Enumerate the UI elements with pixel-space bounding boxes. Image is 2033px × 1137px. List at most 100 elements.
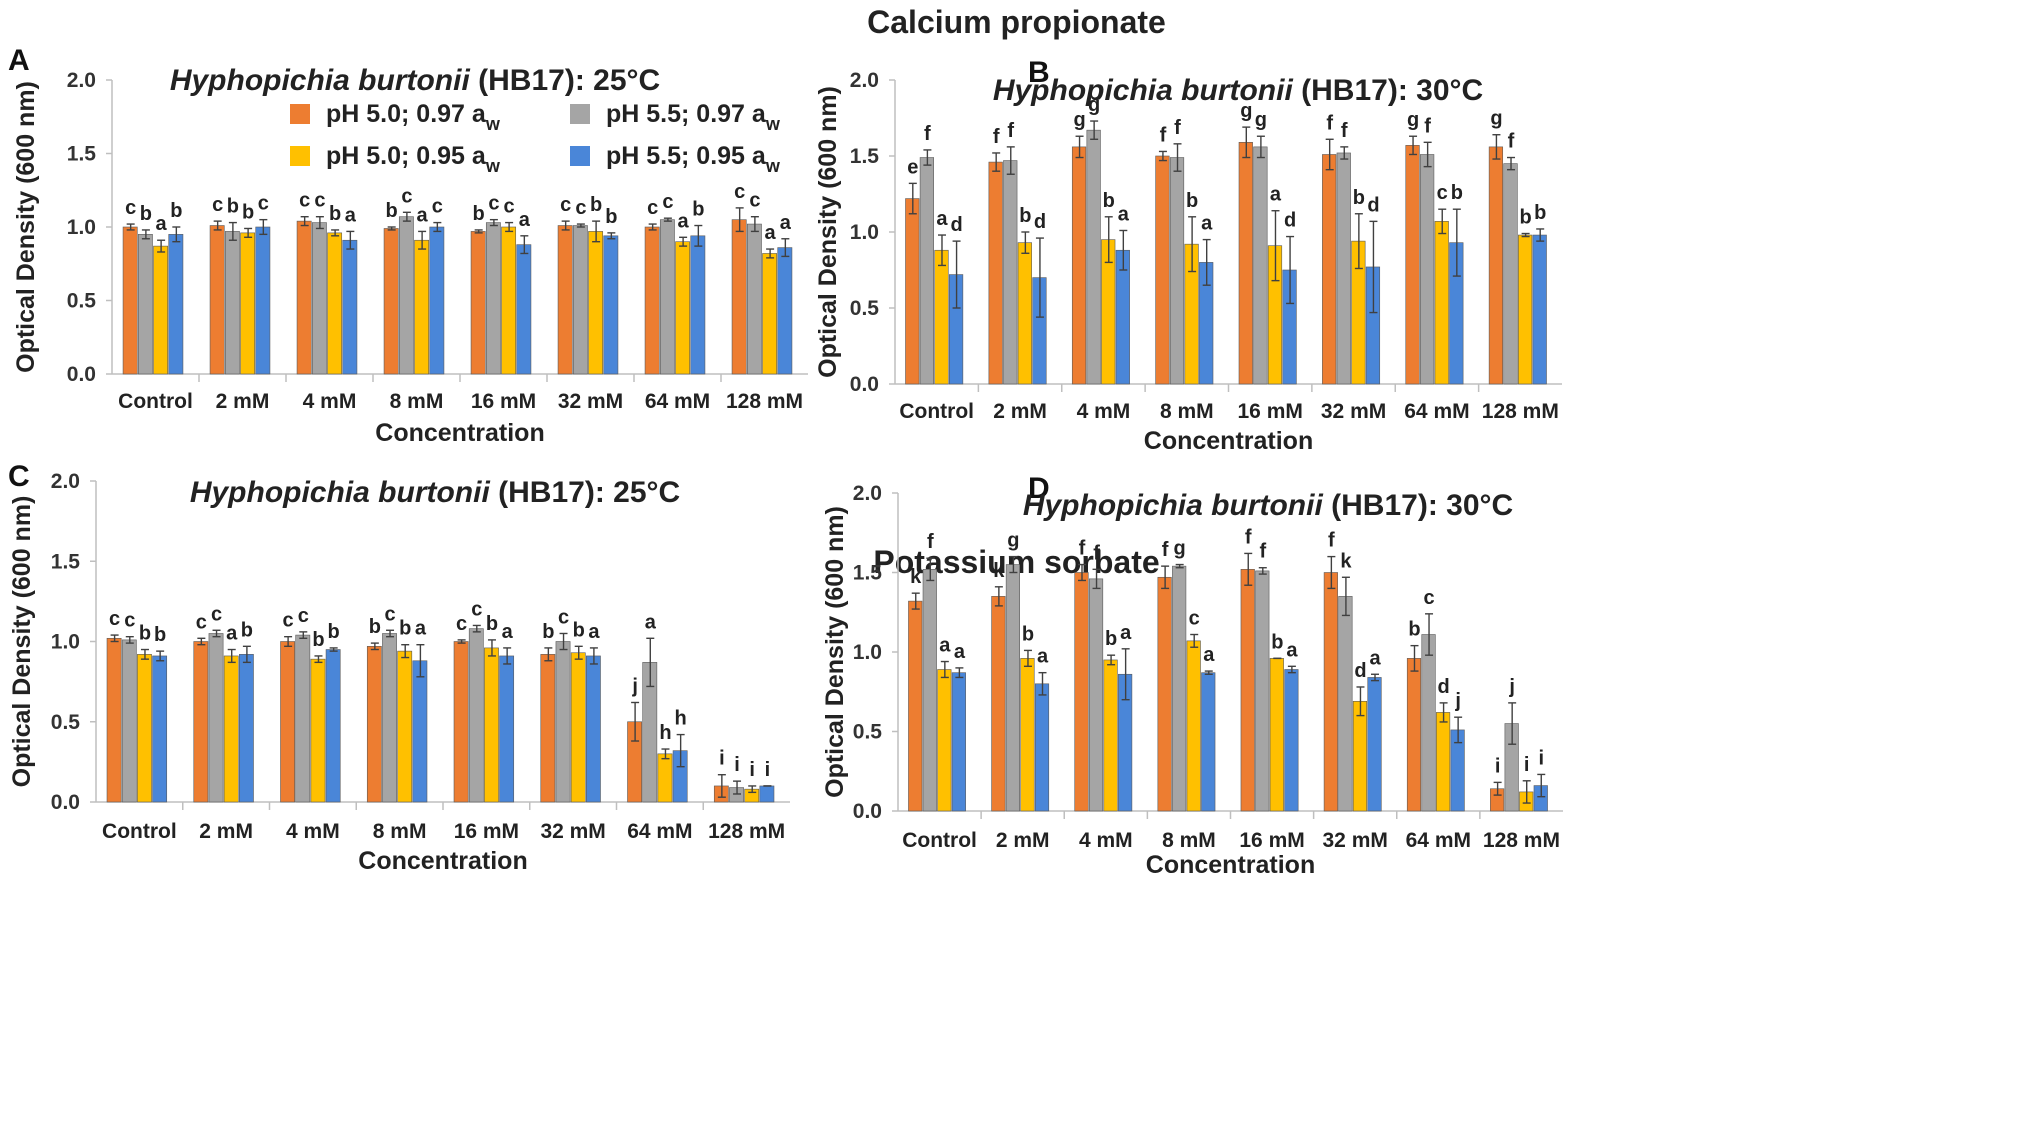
chart-d-bar xyxy=(1005,564,1020,812)
chart-a-significance-letter: c xyxy=(488,193,499,215)
chart-d-bar xyxy=(1157,576,1172,812)
chart-c-significance-letter: b xyxy=(573,619,585,641)
chart-a-category-label: 2 mM xyxy=(216,390,270,413)
chart-d-category-label: 2 mM xyxy=(996,829,1050,852)
chart-b-y-tick-label: 0.0 xyxy=(850,373,879,396)
chart-c-significance-letter: c xyxy=(558,606,569,628)
chart-c-category-label: 128 mM xyxy=(708,820,785,843)
chart-c-y-tick-label: 0.0 xyxy=(51,791,80,814)
chart-a-significance-letter: c xyxy=(401,185,412,207)
chart-c-y-tick-label: 2.0 xyxy=(51,470,80,493)
chart-a-category-label: 16 mM xyxy=(471,390,536,413)
chart-c-x-axis-label: Concentration xyxy=(358,847,527,875)
chart-d-significance-letter: f xyxy=(1079,538,1086,560)
chart-c-significance-letter: c xyxy=(124,610,135,632)
chart-d-significance-letter: i xyxy=(1538,747,1544,769)
chart-c-significance-letter: c xyxy=(283,610,294,632)
chart-a-category-label: 8 mM xyxy=(390,390,444,413)
chart-a-significance-letter: c xyxy=(560,194,571,216)
chart-c-significance-letter: c xyxy=(196,611,207,633)
chart-c-significance-letter: a xyxy=(415,618,427,640)
chart-c-title-condition: (HB17): 25°C xyxy=(490,476,680,509)
chart-d-y-tick-label: 2.0 xyxy=(853,482,882,505)
chart-d-bar xyxy=(1034,683,1050,812)
chart-d-significance-letter: a xyxy=(1286,639,1298,661)
chart-a-significance-letter: a xyxy=(678,210,690,232)
chart-d-significance-letter: k xyxy=(993,560,1005,582)
chart-b-title-condition: (HB17): 30°C xyxy=(1293,74,1483,107)
chart-d-category-label: 64 mM xyxy=(1406,829,1471,852)
chart-a-significance-letter: c xyxy=(575,197,586,219)
panel-letter-c: C xyxy=(8,460,30,493)
chart-a-legend-swatch xyxy=(570,104,590,124)
chart-b-significance-letter: b xyxy=(1353,187,1365,209)
chart-a-significance-letter: b xyxy=(692,199,704,221)
chart-c-svg: 0.0 0.5 1.0 1.5 2.0 Hyphopichia burtonii (HB1… xyxy=(8,470,790,875)
chart-panel-a: 0.0 0.5 1.0 1.5 2.0 Hyphopichia burtonii (HB1… xyxy=(0,0,1010,570)
chart-d-x-axis-label: Concentration xyxy=(1146,851,1315,879)
chart-d-significance-letter: a xyxy=(1369,647,1381,669)
chart-b-significance-letter: g xyxy=(1407,109,1419,131)
chart-d-significance-letter: b xyxy=(1271,631,1283,653)
chart-d-bar xyxy=(1186,640,1201,812)
chart-b-significance-letter: a xyxy=(1201,213,1213,235)
chart-c-significance-letter: i xyxy=(765,759,771,781)
chart-a-y-tick-label: 0.0 xyxy=(67,363,96,386)
chart-a-significance-letter: c xyxy=(299,190,310,212)
chart-panel-c: 0.0 0.5 1.0 1.5 2.0 Hyphopichia burtonii (HB1… xyxy=(0,0,1010,1137)
chart-a-legend-label-main: pH 5.0; 0.97 a xyxy=(326,100,487,128)
chart-a-significance-letter: c xyxy=(314,190,325,212)
chart-d-significance-letter: d xyxy=(1354,660,1366,682)
chart-b-significance-letter: d xyxy=(950,214,962,236)
chart-b-significance-letter: a xyxy=(936,208,948,230)
chart-a-legend-label: pH 5.0; 0.97 aw xyxy=(326,100,501,134)
chart-b-x-axis-label: Concentration xyxy=(1144,427,1313,455)
chart-a-significance-letter: c xyxy=(258,193,269,215)
chart-b-significance-letter: b xyxy=(1534,202,1546,224)
chart-b-significance-letter: f xyxy=(1174,117,1181,139)
chart-b-significance-letter: d xyxy=(1284,210,1296,232)
chart-b-significance-letter: d xyxy=(1367,194,1379,216)
chart-c-significance-letter: c xyxy=(211,603,222,625)
chart-b-significance-letter: f xyxy=(1326,112,1333,134)
chart-c-y-tick-label: 0.5 xyxy=(51,711,81,734)
chart-a-legend-label-sub: w xyxy=(485,156,501,176)
chart-d-significance-letter: g xyxy=(1174,538,1186,560)
chart-b-significance-letter: f xyxy=(1007,120,1014,142)
chart-d-significance-letter: a xyxy=(954,641,966,663)
chart-a-y-tick-label: 2.0 xyxy=(67,69,96,92)
chart-c-significance-letter: c xyxy=(384,603,395,625)
chart-a-y-tick-label: 1.0 xyxy=(67,216,96,239)
chart-d-bar xyxy=(1323,572,1338,812)
chart-d-significance-letter: f xyxy=(1093,542,1100,564)
chart-b-significance-letter: g xyxy=(1240,100,1252,122)
chart-panel-b: 0.0 0.5 1.0 1.5 2.0 Hyphopichia burtonii (HB1… xyxy=(814,69,1562,455)
chart-b-y-tick-label: 2.0 xyxy=(850,69,879,92)
chart-a-category-label: 64 mM xyxy=(645,390,710,413)
chart-a-legend-swatch xyxy=(570,146,590,166)
chart-d-significance-letter: c xyxy=(1423,587,1434,609)
chart-b-svg: 0.0 0.5 1.0 1.5 2.0 Hyphopichia burtonii (HB1… xyxy=(814,69,1562,455)
chart-b-significance-letter: f xyxy=(924,123,931,145)
chart-a-category-label: Control xyxy=(118,390,193,413)
chart-d-category-label: 8 mM xyxy=(1162,829,1216,852)
chart-b-category-label: 128 mM xyxy=(1482,400,1559,423)
chart-d-significance-letter: f xyxy=(1245,526,1252,548)
chart-c-y-tick-label: 1.0 xyxy=(51,631,80,654)
chart-c-significance-letter: a xyxy=(226,623,238,645)
chart-d-y-axis-label: Optical Density (600 nm) xyxy=(821,506,849,798)
chart-b-y-tick-label: 0.5 xyxy=(850,297,880,320)
chart-d-title-condition: (HB17): 30°C xyxy=(1323,489,1513,522)
chart-d-bar xyxy=(908,600,923,812)
chart-c-significance-letter: j xyxy=(631,675,638,697)
chart-a-significance-letter: a xyxy=(780,212,792,234)
chart-a-significance-letter: b xyxy=(386,200,398,222)
chart-c-category-label: Control xyxy=(102,820,177,843)
chart-b-significance-letter: b xyxy=(1019,205,1031,227)
chart-c-significance-letter: b xyxy=(312,629,324,651)
chart-a-svg: 0.0 0.5 1.0 1.5 2.0 Hyphopichia burtonii (HB1… xyxy=(12,64,808,447)
chart-b-significance-letter: b xyxy=(1451,182,1463,204)
chart-a-significance-letter: b xyxy=(590,194,602,216)
chart-a-y-axis-label: Optical Density (600 nm) xyxy=(12,81,40,373)
chart-d-bar xyxy=(991,596,1006,812)
